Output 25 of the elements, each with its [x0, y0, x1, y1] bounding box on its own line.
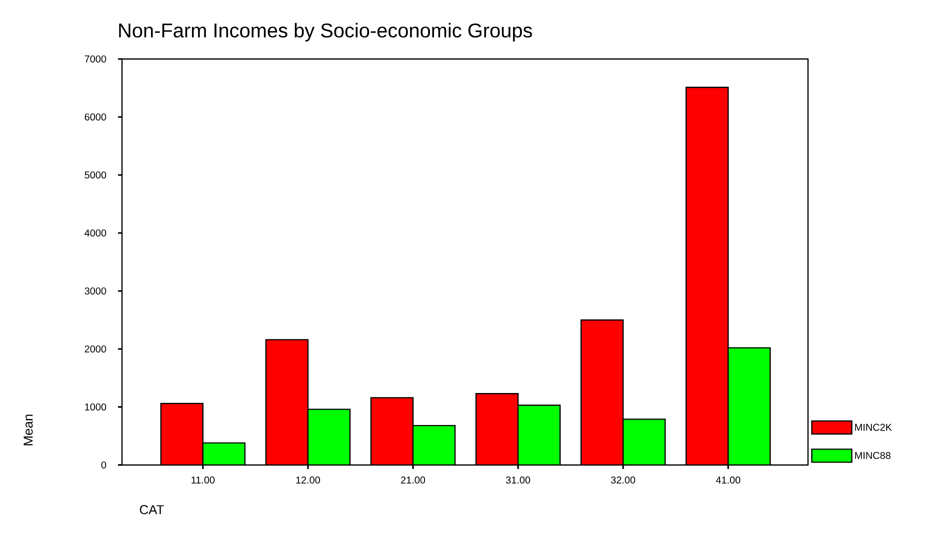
x-tick-label: 32.00	[611, 476, 636, 484]
y-tick-label: 3000	[84, 287, 106, 295]
bar	[580, 319, 624, 465]
y-tick-label: 0	[101, 461, 106, 469]
x-tick-label: 21.00	[401, 476, 426, 484]
y-tick-label: 4000	[84, 229, 106, 237]
y-tick-label: 5000	[84, 171, 106, 179]
legend-label: MINC88	[855, 452, 890, 460]
bar	[686, 86, 729, 465]
legend-label: MINC2K	[855, 424, 892, 431]
x-tick-label: 12.00	[296, 476, 320, 484]
x-axis-title: CAT	[140, 505, 164, 514]
x-tick-label: 11.00	[192, 476, 215, 484]
chart-title: Non-Farm Incomes by Socio-economic Groups	[119, 22, 532, 42]
y-tick-label: 7000	[84, 55, 106, 63]
bar	[370, 397, 414, 465]
y-tick-label: 2000	[84, 345, 106, 353]
y-tick-label: 6000	[84, 113, 106, 121]
x-tick-label: 41.00	[716, 476, 740, 484]
bar	[475, 393, 519, 465]
bar	[160, 402, 204, 465]
y-tick-label: 1000	[85, 403, 106, 411]
y-axis-title: Mean	[24, 414, 33, 446]
bar	[265, 339, 309, 465]
x-tick-label: 31.00	[506, 476, 530, 484]
